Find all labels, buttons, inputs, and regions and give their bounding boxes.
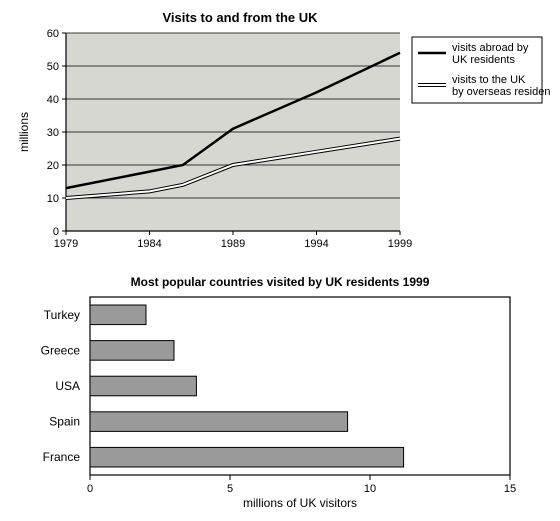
svg-text:millions of UK visitors: millions of UK visitors [243,496,357,510]
svg-text:0: 0 [53,226,59,238]
svg-text:Greece: Greece [41,343,81,357]
svg-text:30: 30 [47,127,59,139]
svg-text:Turkey: Turkey [44,308,80,322]
bar-chart: Most popular countries visited by UK res… [10,275,550,511]
line-chart: Visits to and from the UK 01020304050601… [10,10,550,257]
line-chart-title: Visits to and from the UK [0,10,550,25]
svg-text:France: France [43,450,81,464]
svg-text:millions: millions [17,112,31,152]
svg-text:60: 60 [47,28,59,40]
svg-text:20: 20 [47,160,59,172]
svg-text:by overseas residents: by overseas residents [452,86,550,98]
svg-text:1989: 1989 [221,238,245,250]
svg-text:USA: USA [55,379,80,393]
svg-text:50: 50 [47,61,59,73]
svg-text:40: 40 [47,94,59,106]
svg-text:1994: 1994 [304,238,328,250]
svg-text:10: 10 [47,193,59,205]
svg-text:10: 10 [364,483,376,495]
line-chart-svg: 0 10 20 30 40 50 60 1979 1984 1989 1994 1999 million… [10,27,550,257]
svg-text:visits to the UK: visits to the UK [452,74,526,86]
svg-text:UK residents: UK residents [452,54,515,66]
svg-text:5: 5 [227,483,233,495]
bar-chart-title: Most popular countries visited by UK res… [10,275,550,289]
svg-text:Spain: Spain [49,415,80,429]
svg-text:1979: 1979 [54,238,78,250]
svg-text:visits abroad by: visits abroad by [452,42,529,54]
svg-text:1999: 1999 [388,238,412,250]
svg-text:0: 0 [87,483,93,495]
svg-text:1984: 1984 [137,238,161,250]
bar-chart-svg: Turkey Greece USA Spain France 0 5 10 15 millions… [10,291,550,511]
svg-text:15: 15 [504,483,516,495]
